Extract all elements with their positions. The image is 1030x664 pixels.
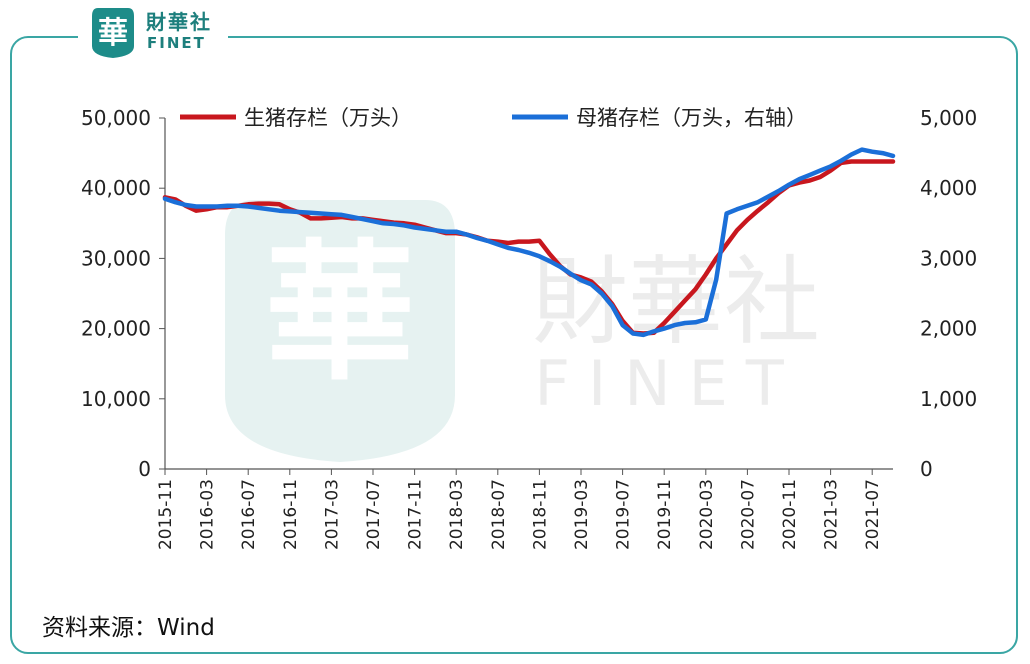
- watermark-name-en: FINET: [534, 347, 801, 420]
- x-tick-label: 2017-11: [406, 479, 426, 550]
- left-tick-label: 50,000: [81, 106, 151, 130]
- x-tick-label: 2017-07: [364, 479, 384, 550]
- left-tick-label: 40,000: [81, 176, 151, 200]
- x-tick-label: 2019-07: [614, 479, 634, 550]
- brand-name-cn: 財華社: [146, 10, 212, 34]
- seal-text: 華: [98, 16, 128, 51]
- x-tick-label: 2015-11: [156, 479, 176, 550]
- watermark-seal-text: 華: [265, 225, 415, 401]
- x-tick-label: 2018-11: [530, 479, 550, 550]
- left-tick-label: 10,000: [81, 387, 151, 411]
- x-tick-label: 2021-07: [863, 479, 883, 550]
- x-tick-label: 2018-07: [489, 479, 509, 550]
- x-tick-label: 2020-03: [697, 479, 717, 550]
- x-tick-label: 2021-03: [822, 479, 842, 550]
- brand-name-en: FINET: [147, 34, 206, 52]
- legend-label-series-2: 母猪存栏（万头，右轴）: [576, 106, 807, 130]
- right-tick-label: 5,000: [920, 106, 977, 130]
- x-tick-label: 2020-07: [738, 479, 758, 550]
- right-tick-label: 3,000: [920, 246, 977, 270]
- source-note: 资料来源：Wind: [42, 615, 215, 641]
- x-tick-label: 2019-03: [572, 479, 592, 550]
- right-tick-label: 4,000: [920, 176, 977, 200]
- x-tick-label: 2019-11: [655, 479, 675, 550]
- series-line-1: [162, 159, 896, 336]
- x-tick-label: 2016-11: [281, 479, 301, 550]
- watermark-name-cn: 財華社: [532, 246, 820, 358]
- x-tick-label: 2017-03: [322, 479, 342, 550]
- x-tick-label: 2016-03: [198, 479, 218, 550]
- x-tick-label: 2020-11: [780, 479, 800, 550]
- axes: 0 10,000 20,000 30,000 40,000 50,000 0 1,000 2,0…: [81, 106, 977, 550]
- x-tick-label: 2018-03: [447, 479, 467, 550]
- series-line-2: [162, 147, 896, 338]
- watermark-seal-icon: [225, 200, 455, 462]
- x-tick-label: 2016-07: [239, 479, 259, 550]
- seal-icon: 華: [92, 8, 134, 58]
- legend: 生猪存栏（万头） 母猪存栏（万头，右轴）: [180, 106, 807, 130]
- left-tick-label: 30,000: [81, 246, 151, 270]
- legend-label-series-1: 生猪存栏（万头）: [244, 106, 412, 130]
- right-tick-label: 2,000: [920, 317, 977, 341]
- right-tick-label: 1,000: [920, 387, 977, 411]
- watermark: 華 財華社 FINET: [225, 200, 820, 462]
- chart-frame: [10, 36, 1018, 654]
- brand-logo: 華 財華社 FINET: [78, 0, 228, 66]
- right-tick-label: 0: [920, 457, 933, 481]
- left-tick-label: 20,000: [81, 317, 151, 341]
- series-layer: [162, 147, 896, 338]
- left-tick-label: 0: [138, 457, 151, 481]
